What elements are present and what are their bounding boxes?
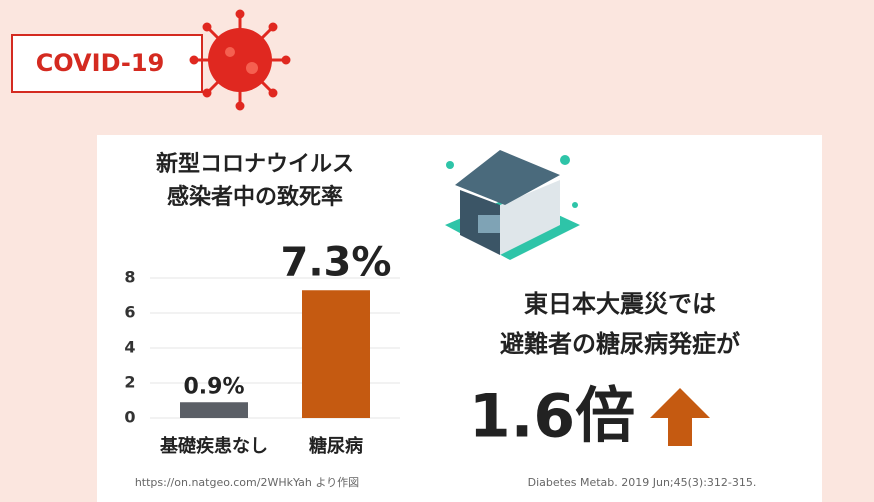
y-tick-label: 8: [124, 268, 135, 287]
value-label: 0.9%: [183, 374, 244, 399]
chart-title: 感染者中の致死率: [167, 184, 343, 210]
virus-icon: [189, 9, 291, 111]
y-tick-label: 6: [124, 303, 135, 322]
panel-line: 東日本大震災では: [524, 290, 716, 318]
y-tick-label: 2: [124, 373, 135, 392]
y-tick-label: 4: [124, 338, 135, 357]
house-illustration: [445, 150, 580, 260]
x-tick-label: 糖尿病: [309, 435, 363, 457]
badge-box: [11, 34, 203, 93]
highlight: 1.6倍: [469, 382, 635, 452]
panel-line: 避難者の糖尿病発症が: [500, 330, 740, 358]
citation: Diabetes Metab. 2019 Jun;45(3):312-315.: [528, 476, 757, 489]
x-tick-label: 基礎疾患なし: [159, 435, 268, 457]
y-tick-label: 0: [124, 408, 135, 427]
source: https://on.natgeo.com/2WHkYah より作図: [135, 476, 359, 489]
chart-title: 新型コロナウイルス: [156, 151, 354, 177]
badge-text: COVID-19: [36, 49, 165, 77]
panel: [97, 135, 822, 502]
bar: [302, 290, 370, 418]
up-arrow: [650, 388, 710, 446]
bar: [180, 402, 248, 418]
value-label: 7.3%: [281, 239, 392, 285]
